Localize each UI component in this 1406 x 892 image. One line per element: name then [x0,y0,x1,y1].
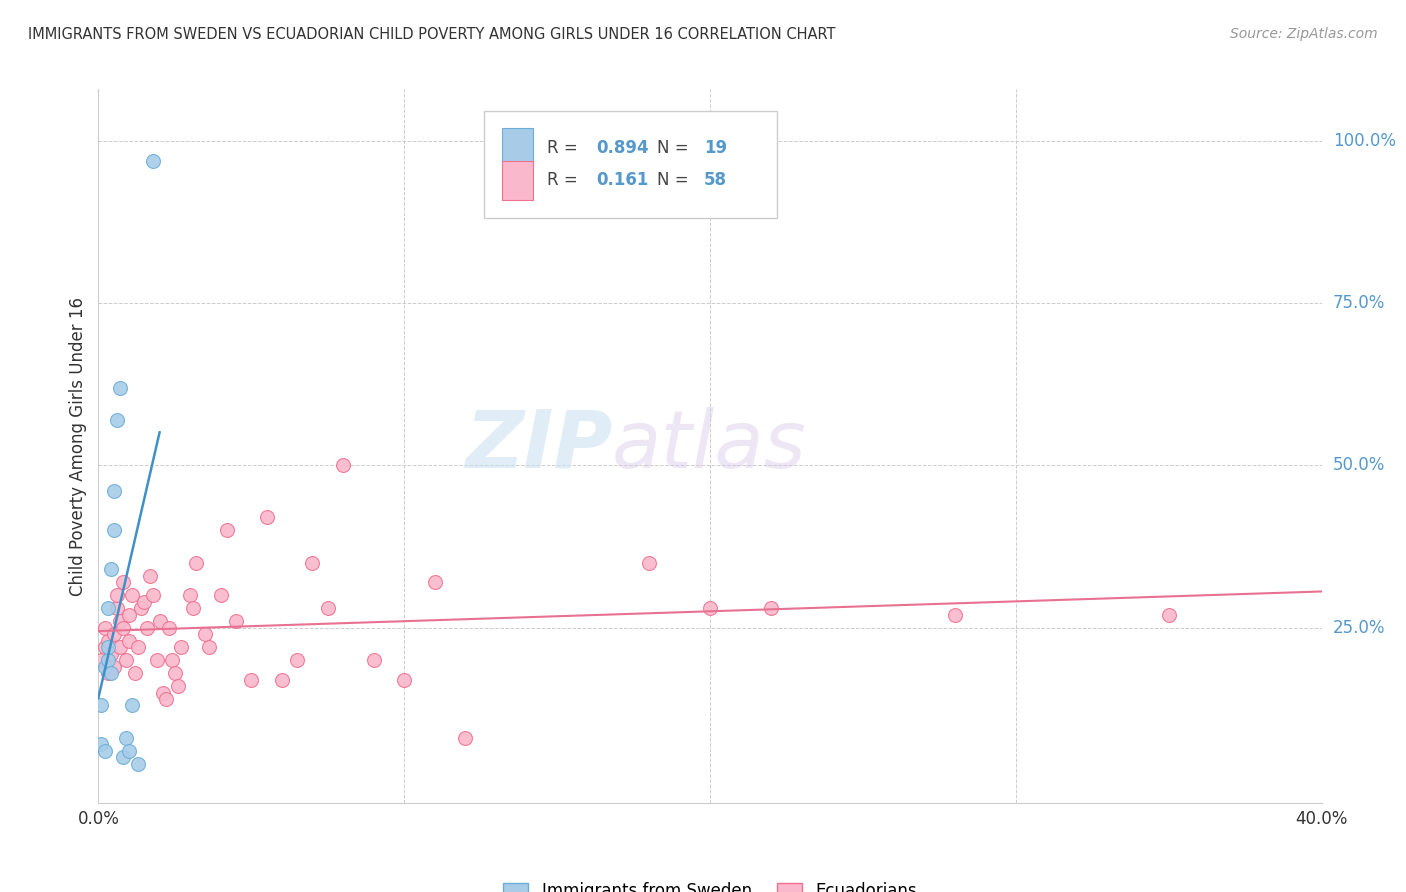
Point [111,575,134,590]
Point [142,153,165,168]
Text: N =: N = [658,139,695,157]
Point [118,744,141,758]
Point [215,524,238,538]
Point [90,738,112,752]
Point [332,458,354,473]
Point [240,673,263,687]
Point [392,673,416,687]
Text: atlas: atlas [612,407,807,485]
Point [157,621,180,635]
Text: 19: 19 [704,139,727,157]
Point [1157,607,1180,622]
Point [134,595,156,609]
Point [152,685,174,699]
Point [209,588,232,602]
Point [111,750,134,764]
Point [179,588,201,602]
Point [103,484,125,499]
Y-axis label: Child Poverty Among Girls Under 16: Child Poverty Among Girls Under 16 [69,296,87,596]
Point [363,653,385,667]
Point [118,633,141,648]
Point [270,673,292,687]
Text: 50.0%: 50.0% [1333,457,1385,475]
Point [93,744,115,758]
Point [163,666,186,681]
Point [100,666,122,681]
Point [225,614,247,628]
Point [256,510,278,524]
Point [943,607,966,622]
Text: 100.0%: 100.0% [1333,132,1396,150]
Point [97,653,120,667]
Text: 25.0%: 25.0% [1333,619,1385,637]
Text: ZIP: ZIP [465,407,612,485]
Point [103,524,125,538]
Point [124,666,146,681]
Point [127,756,149,771]
Text: N =: N = [658,171,695,189]
Point [194,627,217,641]
Legend: Immigrants from Sweden, Ecuadorians: Immigrants from Sweden, Ecuadorians [496,875,924,892]
Point [93,621,115,635]
Point [100,562,122,576]
Text: Source: ZipAtlas.com: Source: ZipAtlas.com [1230,27,1378,41]
Point [142,588,165,602]
Point [103,627,125,641]
Point [105,413,128,427]
Point [699,601,721,615]
Point [108,381,131,395]
Point [167,679,190,693]
Point [316,601,339,615]
Point [97,666,120,681]
Point [127,640,149,654]
Point [105,601,128,615]
Text: 75.0%: 75.0% [1333,294,1385,312]
Point [423,575,446,590]
Point [108,614,131,628]
Point [93,640,115,654]
Point [90,698,112,713]
Text: R =: R = [547,139,583,157]
Point [93,659,115,673]
Point [105,588,128,602]
Point [186,556,208,570]
Text: 0.894: 0.894 [596,139,650,157]
Point [759,601,782,615]
Point [139,568,162,582]
Point [115,731,138,745]
Text: 0.161: 0.161 [596,171,648,189]
FancyBboxPatch shape [484,111,778,218]
Point [121,588,143,602]
Point [90,653,112,667]
Point [118,607,141,622]
Text: IMMIGRANTS FROM SWEDEN VS ECUADORIAN CHILD POVERTY AMONG GIRLS UNDER 16 CORRELAT: IMMIGRANTS FROM SWEDEN VS ECUADORIAN CHI… [28,27,835,42]
Point [155,692,177,706]
Point [121,698,143,713]
Point [97,640,120,654]
Point [97,633,120,648]
Point [115,653,138,667]
Point [170,640,193,654]
Point [108,640,131,654]
Point [197,640,219,654]
Point [637,556,661,570]
Point [103,659,125,673]
Point [149,614,172,628]
Text: 58: 58 [704,171,727,189]
Point [136,621,159,635]
FancyBboxPatch shape [502,161,533,200]
Point [160,653,183,667]
Text: R =: R = [547,171,589,189]
Point [285,653,308,667]
Point [97,601,120,615]
Point [111,621,134,635]
Point [145,653,167,667]
Point [129,601,152,615]
Point [100,647,122,661]
Point [181,601,204,615]
Point [301,556,323,570]
Point [454,731,477,745]
FancyBboxPatch shape [502,128,533,168]
